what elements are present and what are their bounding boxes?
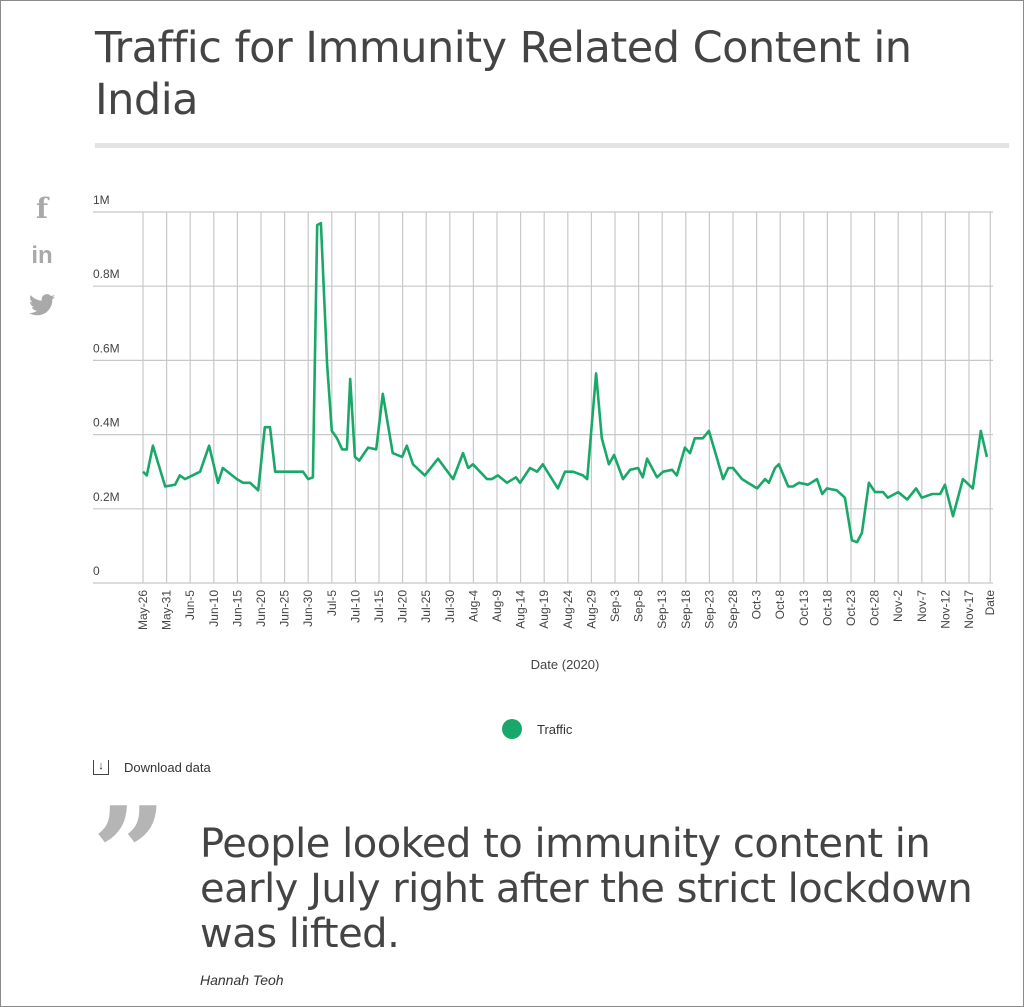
x-tick-label: Jul-25 [419, 590, 433, 623]
y-tick-label: 1M [93, 193, 110, 207]
x-tick-label: Nov-17 [962, 590, 976, 629]
page-title: Traffic for Immunity Related Content in … [95, 23, 912, 125]
x-tick-label: Jun-15 [230, 590, 244, 627]
download-icon: ↓ [93, 760, 109, 775]
x-tick-label: Nov-7 [915, 590, 929, 622]
linkedin-icon[interactable]: in [31, 242, 53, 269]
x-tick-label: Jul-10 [348, 590, 362, 623]
legend-traffic-swatch [502, 719, 522, 739]
x-tick-label: Nov-2 [891, 590, 905, 622]
x-tick-label: Aug-19 [537, 590, 551, 629]
x-tick-label: Sep-28 [726, 590, 740, 629]
quote-author: Hannah Teoh [200, 972, 284, 988]
x-tick-label: Oct-8 [773, 590, 787, 620]
x-tick-label: Oct-23 [844, 590, 858, 626]
x-tick-label: Aug-14 [514, 590, 528, 629]
x-tick-label: Aug-29 [584, 590, 598, 629]
x-tick-label: Aug-9 [490, 590, 504, 622]
x-tick-label: Jul-5 [325, 590, 339, 616]
x-tick-label: Oct-3 [750, 590, 764, 620]
title-divider [95, 143, 1009, 148]
x-tick-label: Jul-20 [396, 590, 410, 623]
x-tick-label: Jul-30 [443, 590, 457, 623]
twitter-icon[interactable] [28, 294, 56, 321]
facebook-icon[interactable]: f [35, 192, 49, 225]
legend-traffic-label: Traffic [537, 721, 573, 737]
x-tick-label: Sep-13 [655, 590, 669, 629]
x-tick-label: Nov-12 [938, 590, 952, 629]
y-tick-label: 0.6M [93, 341, 120, 355]
quote-mark-icon: ” [92, 778, 167, 931]
traffic-series-line [142, 221, 989, 544]
x-tick-label: Aug-4 [466, 590, 480, 622]
download-data-label: Download data [124, 760, 211, 775]
x-tick-label: Jul-15 [372, 590, 386, 623]
x-tick-label: May-31 [160, 590, 174, 630]
x-tick-label: Date [983, 590, 997, 616]
x-axis-label: Date (2020) [531, 657, 600, 672]
x-tick-label: Sep-23 [702, 590, 716, 629]
y-tick-label: 0.8M [93, 267, 120, 281]
x-tick-label: Oct-28 [868, 590, 882, 626]
x-tick-label: Jun-20 [254, 590, 268, 627]
x-tick-label: Jun-5 [183, 590, 197, 620]
traffic-line-chart: 0 0.2M 0.4M 0.6M 0.8M 1M May-26 May-31 Jun-5 Jun… [93, 193, 997, 672]
x-tick-label: May-26 [136, 590, 150, 630]
x-tick-label: Jun-10 [207, 590, 221, 627]
download-data-button[interactable]: ↓ Download data [93, 760, 211, 775]
chart-legend[interactable]: Traffic [502, 719, 572, 739]
x-tick-label: Oct-18 [820, 590, 834, 626]
x-tick-label: Sep-8 [632, 590, 646, 622]
x-tick-label: Sep-18 [679, 590, 693, 629]
x-tick-label: Jun-30 [301, 590, 315, 627]
x-tick-label: Aug-24 [561, 590, 575, 629]
x-tick-label: Jun-25 [278, 590, 292, 627]
y-tick-label: 0 [93, 564, 100, 578]
x-tick-label: Oct-13 [797, 590, 811, 626]
y-tick-label: 0.2M [93, 490, 120, 504]
x-tick-label: Sep-3 [608, 590, 622, 622]
pull-quote: People looked to immunity content in ear… [200, 821, 973, 957]
y-tick-label: 0.4M [93, 416, 120, 430]
